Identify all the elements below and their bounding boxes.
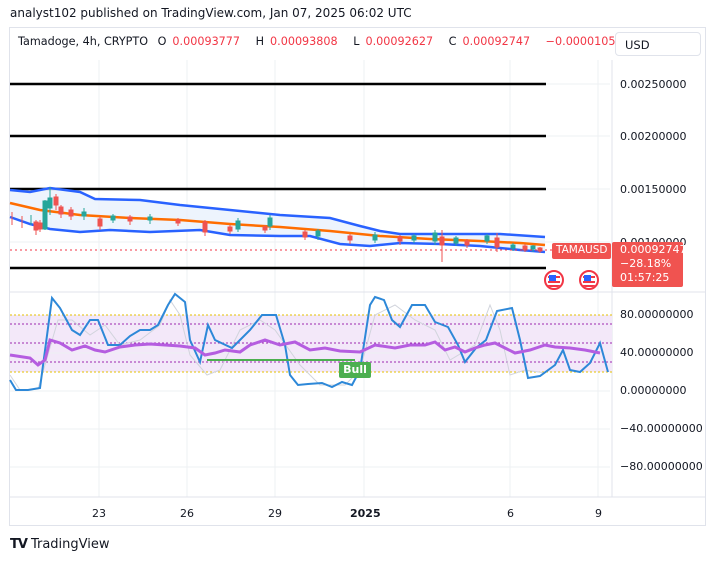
price-tick: 0.00200000 — [620, 130, 687, 143]
bull-signal-label: Bull — [339, 362, 371, 378]
price-tick: 0.00250000 — [620, 78, 687, 91]
price-tick: 0.00150000 — [620, 183, 687, 196]
open-value: O 0.00093777 — [157, 35, 241, 48]
tradingview-mark-icon: TV — [10, 537, 28, 552]
horizontal-levels — [10, 82, 546, 270]
last-price-tag: 0.00092747 −28.18% 01:57:25 — [612, 242, 687, 287]
currency-button[interactable]: USD — [615, 32, 701, 56]
bollinger-lower — [9, 215, 546, 254]
rsi-line — [9, 338, 601, 367]
price-change-pct: −28.18% — [620, 257, 672, 270]
symbol-title: Tamadoge, 4h, CRYPTO — [18, 35, 149, 48]
us-flag-icon[interactable] — [544, 270, 564, 290]
stoch-k-line — [9, 292, 609, 391]
oscillator-tick: −80.00000000 — [620, 460, 703, 473]
oscillator-tick: −40.00000000 — [620, 422, 703, 435]
time-tick: 2025 — [350, 507, 381, 520]
published-line: analyst102 published on TradingView.com,… — [10, 6, 412, 20]
time-tick: 23 — [92, 507, 106, 520]
high-value: H 0.00093808 — [255, 35, 338, 48]
oscillator-tick: 40.00000000 — [620, 346, 694, 359]
moving-average — [9, 201, 546, 247]
us-flag-icon[interactable] — [579, 270, 599, 290]
low-value: L 0.00092627 — [353, 35, 434, 48]
close-value: C 0.00092747 — [448, 35, 531, 48]
oscillator-tick: 80.00000000 — [620, 308, 694, 321]
brand-name: TradingView — [30, 537, 110, 552]
tradingview-logo[interactable]: TV TradingView — [10, 537, 109, 552]
oscillator-tick: 0.00000000 — [620, 384, 687, 397]
ohlc-legend: Tamadoge, 4h, CRYPTO O 0.00093777 H 0.0009… — [18, 35, 692, 48]
candles — [11, 187, 543, 262]
bollinger-upper — [9, 186, 546, 239]
symbol-price-tag: TAMAUSD — [552, 243, 611, 259]
chart-frame — [9, 27, 706, 526]
last-price: 0.00092747 — [620, 243, 687, 256]
time-tick: 26 — [180, 507, 194, 520]
bar-countdown: 01:57:25 — [620, 271, 670, 284]
change-value: −0.00001051 — [545, 35, 623, 48]
time-tick: 9 — [595, 507, 602, 520]
time-tick: 29 — [268, 507, 282, 520]
time-tick: 6 — [507, 507, 514, 520]
